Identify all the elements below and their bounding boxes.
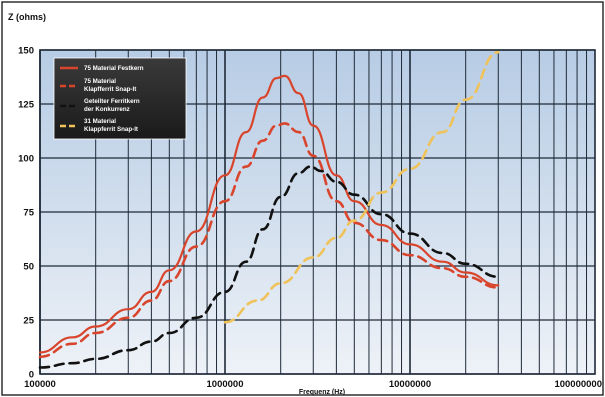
y-axis-label: Z (ohms) <box>8 12 46 22</box>
series-layer <box>38 50 500 369</box>
y-tick-label: 25 <box>23 316 34 327</box>
y-tick-label: 150 <box>18 46 34 57</box>
legend: 75 Material Festkern 75 Material Klapfferr… <box>53 57 187 140</box>
y-tick-label: 125 <box>18 100 35 111</box>
y-tick-label: 0 <box>29 370 34 381</box>
series-line-3 <box>38 165 500 369</box>
x-tick-label: 1000000 <box>207 379 244 390</box>
y-tick-label: 100 <box>18 154 34 165</box>
series-line-2 <box>38 122 500 358</box>
legend-box <box>53 57 187 140</box>
x-axis-label: Frequenz (Hz) <box>299 389 345 396</box>
series-line-1 <box>38 74 500 354</box>
y-tick-label: 75 <box>23 208 34 219</box>
legend-label: 75 Material Klapfferrit Snap-It <box>84 78 136 93</box>
x-tick-label: 100000000 <box>554 379 602 390</box>
axis-layer: 0 25 50 75 100 125 150 100000 1000000 10000000 100… <box>18 46 602 391</box>
legend-label: 31 Material Klappferrit Snap-It <box>84 118 138 133</box>
legend-label: Geteilter Ferritkern der Konkurrenz <box>84 98 140 113</box>
y-tick-label: 50 <box>23 262 34 273</box>
series-line-4 <box>223 50 500 324</box>
legend-label: 75 Material Festkern <box>84 65 144 72</box>
x-tick-label: 10000000 <box>389 379 431 390</box>
x-tick-label: 100000 <box>24 379 56 390</box>
plot-border <box>39 49 596 375</box>
